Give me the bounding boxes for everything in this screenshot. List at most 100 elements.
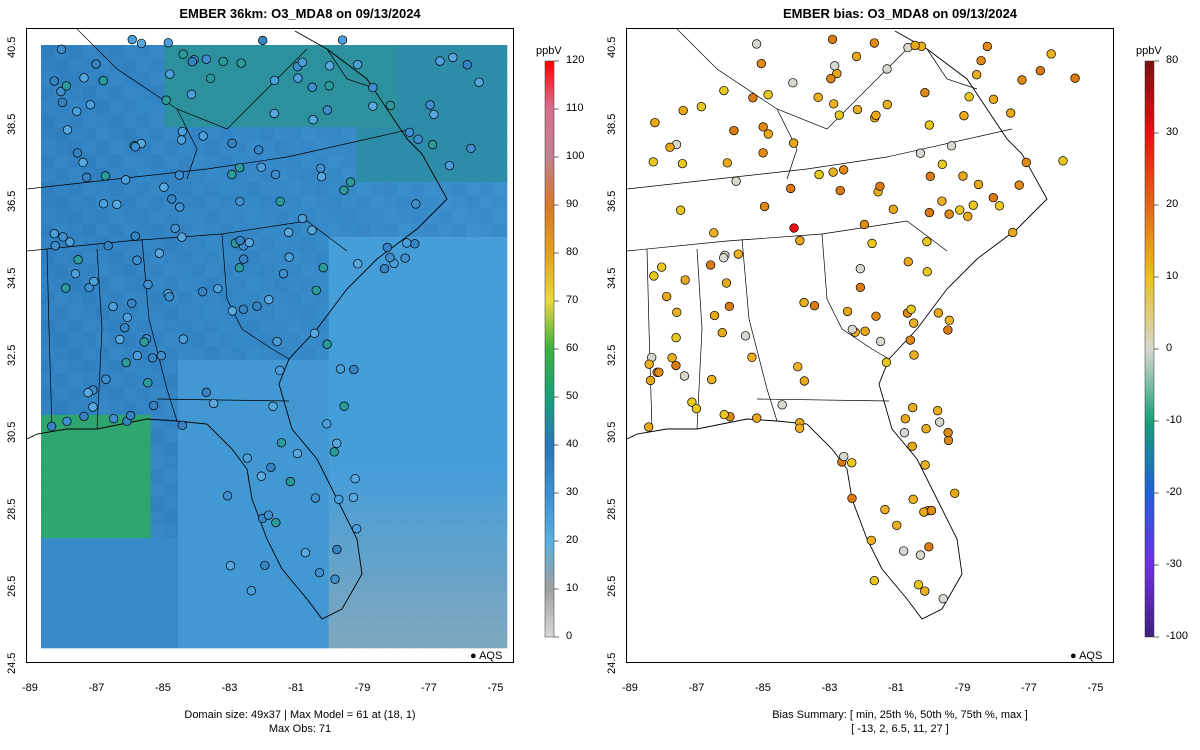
model-grid-cell	[82, 497, 97, 512]
model-grid-cell	[232, 86, 247, 101]
model-grid-cell	[315, 360, 330, 375]
bias-obs-site	[906, 304, 916, 314]
bias-obs-site	[788, 138, 799, 148]
model-grid-cell	[150, 99, 165, 114]
model-grid-cell	[410, 168, 426, 183]
model-grid-cell	[383, 497, 398, 512]
model-grid-cell	[232, 127, 247, 142]
model-grid-cell	[287, 360, 302, 375]
model-grid-cell	[232, 593, 247, 608]
model-grid-cell	[191, 606, 206, 621]
model-grid-cell	[479, 456, 494, 471]
y-tick-label: 36.5	[6, 190, 18, 212]
colorbar-tick-label: 0	[1166, 342, 1173, 354]
bias-obs-site	[926, 505, 937, 516]
model-grid-cell	[356, 360, 371, 375]
model-grid-cell	[54, 360, 69, 375]
model-grid-cell	[438, 277, 453, 293]
model-grid-cell	[315, 524, 330, 539]
model-grid-cell	[465, 606, 480, 621]
model-grid-cell	[219, 182, 234, 197]
model-grid-cell	[452, 72, 467, 87]
model-grid-cell	[205, 223, 220, 238]
model-grid-cell	[68, 551, 83, 567]
model-grid-cell	[452, 565, 467, 580]
model-grid-cell	[109, 401, 124, 416]
model-grid-cell	[397, 182, 412, 197]
model-obs-site	[310, 493, 321, 503]
model-obs-site	[264, 295, 274, 305]
model-grid-cell	[54, 593, 69, 608]
model-obs-site	[91, 59, 101, 69]
model-grid-cell	[164, 510, 179, 525]
model-obs-site	[177, 232, 187, 242]
model-grid-cell	[123, 264, 138, 279]
model-grid-cell	[205, 606, 220, 621]
model-grid-cell	[82, 86, 97, 101]
model-grid-cell	[493, 250, 508, 265]
model-grid-cell	[479, 538, 494, 553]
model-footer-line1: Domain size: 49x37 | Max Model = 61 at (…	[184, 709, 416, 721]
model-grid-cell	[287, 593, 302, 608]
model-grid-cell	[95, 579, 110, 594]
model-grid-cell	[424, 497, 439, 512]
model-obs-site	[161, 95, 171, 105]
model-grid-cell	[68, 634, 83, 649]
model-grid-cell	[342, 195, 357, 210]
model-obs-site	[50, 241, 60, 251]
model-grid-cell	[438, 113, 453, 128]
model-grid-cell	[260, 223, 275, 238]
model-grid-cell	[397, 291, 412, 306]
model-grid-cell	[246, 127, 261, 142]
model-grid-cell	[95, 360, 110, 375]
model-grid-cell	[136, 182, 152, 197]
model-grid-cell	[424, 305, 439, 320]
model-obs-site	[242, 453, 252, 463]
model-obs-site	[165, 69, 175, 79]
model-grid-cell	[246, 319, 261, 334]
model-grid-cell	[356, 469, 371, 484]
model-grid-cell	[287, 168, 302, 183]
model-obs-site	[318, 263, 328, 273]
model-grid-cell	[452, 551, 467, 567]
model-grid-cell	[54, 469, 69, 484]
model-grid-cell	[438, 291, 453, 306]
model-grid-cell	[342, 442, 357, 457]
model-grid-cell	[232, 168, 247, 183]
model-grid-cell	[150, 223, 165, 238]
model-grid-cell	[150, 551, 165, 567]
model-grid-cell	[342, 154, 357, 169]
model-obs-site	[108, 414, 119, 424]
model-grid-cell	[287, 634, 302, 649]
model-grid-cell	[356, 510, 371, 525]
model-grid-cell	[328, 154, 343, 169]
model-grid-cell	[410, 305, 426, 320]
model-grid-cell	[438, 483, 453, 498]
bias-obs-site	[826, 74, 836, 84]
model-grid-cell	[246, 442, 261, 457]
model-grid-cell	[219, 538, 234, 553]
model-grid-cell	[164, 497, 179, 512]
model-grid-cell	[246, 168, 261, 183]
model-grid-cell	[95, 442, 110, 457]
model-grid-cell	[178, 606, 193, 621]
model-grid-cell	[383, 346, 398, 361]
y-tick-label: 38.5	[6, 113, 18, 135]
model-grid-cell	[205, 168, 220, 183]
model-grid-cell	[219, 45, 234, 60]
bias-obs-site	[899, 428, 910, 438]
model-grid-cell	[342, 113, 357, 128]
model-grid-cell	[465, 127, 480, 142]
model-grid-cell	[410, 319, 426, 334]
model-grid-cell	[68, 387, 83, 402]
model-grid-cell	[452, 99, 467, 114]
model-grid-cell	[452, 86, 467, 101]
model-obs-site	[316, 172, 327, 182]
bias-obs-site	[907, 441, 917, 451]
model-grid-cell	[136, 606, 152, 621]
model-grid-cell	[452, 414, 467, 430]
model-obs-site	[78, 157, 88, 168]
model-grid-cell	[328, 401, 343, 416]
model-grid-cell	[342, 634, 357, 649]
bias-obs-site	[839, 165, 849, 175]
